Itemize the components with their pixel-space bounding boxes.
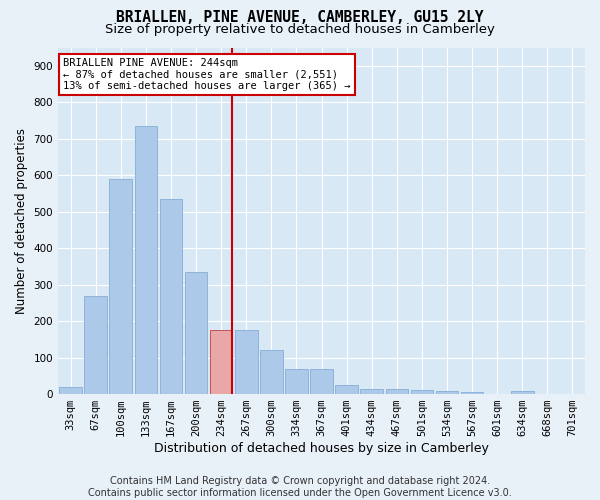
Bar <box>109 179 132 394</box>
Bar <box>260 350 283 394</box>
Bar <box>436 391 458 394</box>
Bar <box>160 199 182 394</box>
Bar <box>235 330 257 394</box>
Bar <box>511 391 533 394</box>
Bar <box>461 392 484 394</box>
Bar <box>210 330 232 394</box>
Bar <box>361 388 383 394</box>
Bar <box>285 368 308 394</box>
Bar <box>134 126 157 394</box>
Bar <box>335 385 358 394</box>
Bar <box>386 388 408 394</box>
Text: BRIALLEN, PINE AVENUE, CAMBERLEY, GU15 2LY: BRIALLEN, PINE AVENUE, CAMBERLEY, GU15 2… <box>116 10 484 25</box>
Bar <box>185 272 208 394</box>
Text: Size of property relative to detached houses in Camberley: Size of property relative to detached ho… <box>105 22 495 36</box>
Y-axis label: Number of detached properties: Number of detached properties <box>15 128 28 314</box>
Bar <box>85 296 107 394</box>
Bar <box>310 368 333 394</box>
Text: BRIALLEN PINE AVENUE: 244sqm
← 87% of detached houses are smaller (2,551)
13% of: BRIALLEN PINE AVENUE: 244sqm ← 87% of de… <box>64 58 351 91</box>
Bar <box>59 387 82 394</box>
Bar <box>410 390 433 394</box>
X-axis label: Distribution of detached houses by size in Camberley: Distribution of detached houses by size … <box>154 442 489 455</box>
Text: Contains HM Land Registry data © Crown copyright and database right 2024.
Contai: Contains HM Land Registry data © Crown c… <box>88 476 512 498</box>
